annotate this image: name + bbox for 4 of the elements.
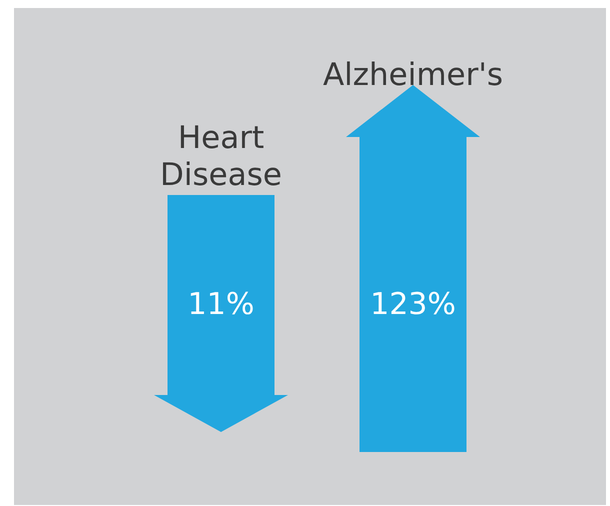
data-label: 11% — [188, 287, 254, 322]
data-label: 123% — [370, 287, 456, 322]
category-label: Alzheimer's — [322, 57, 504, 93]
category-label: Heart Disease — [160, 120, 282, 193]
